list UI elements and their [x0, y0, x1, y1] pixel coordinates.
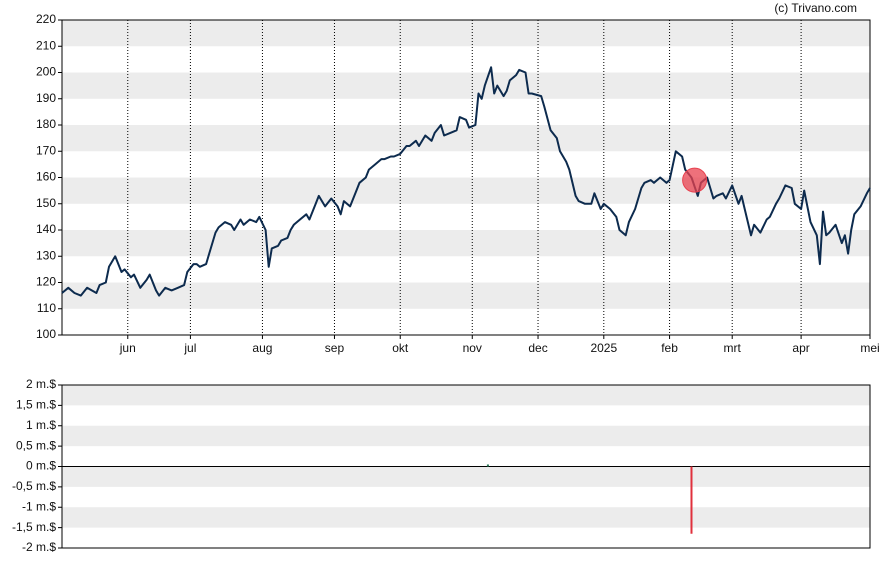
grid-band	[62, 466, 870, 487]
bar	[690, 466, 693, 534]
y-tick-label: 1 m.$	[26, 418, 56, 432]
x-tick-label: feb	[661, 341, 678, 355]
grid-band	[62, 385, 870, 406]
y-tick-label: 150	[36, 196, 56, 210]
y-tick-label: 1,5 m.$	[16, 398, 56, 412]
x-tick-label: dec	[528, 341, 547, 355]
y-tick-label: 130	[36, 248, 56, 262]
y-tick-label: 200	[36, 65, 56, 79]
x-tick-label: mrt	[724, 341, 742, 355]
highlight-marker	[682, 167, 708, 193]
grid-band	[62, 125, 870, 152]
y-tick-label: -0,5 m.$	[12, 479, 56, 493]
y-tick-label: 210	[36, 38, 56, 52]
x-tick-label: apr	[792, 341, 809, 355]
grid-band	[62, 507, 870, 528]
y-tick-label: -1,5 m.$	[12, 520, 56, 534]
x-tick-label: sep	[325, 341, 345, 355]
x-tick-label: 2025	[590, 341, 617, 355]
y-tick-label: 2 m.$	[26, 377, 56, 391]
y-tick-label: 190	[36, 91, 56, 105]
plot-frame	[61, 19, 871, 336]
y-tick-label: 100	[36, 327, 56, 341]
y-tick-label: 120	[36, 275, 56, 289]
grid-band	[62, 72, 870, 99]
grid-band	[62, 282, 870, 309]
grid-band	[62, 230, 870, 257]
y-tick-label: 180	[36, 117, 56, 131]
grid-band	[62, 177, 870, 204]
y-tick-label: -1 m.$	[22, 499, 56, 513]
y-tick-label: 160	[36, 170, 56, 184]
x-tick-label: mei	[860, 341, 879, 355]
x-tick-label: okt	[392, 341, 409, 355]
y-tick-label: 0,5 m.$	[16, 438, 56, 452]
x-tick-label: jun	[119, 341, 136, 355]
source: (c) Trivano.com	[774, 1, 857, 15]
price-line	[61, 66, 871, 297]
bar	[486, 464, 489, 467]
x-tick-label: aug	[252, 341, 272, 355]
y-tick-label: 140	[36, 222, 56, 236]
grid-band	[62, 20, 870, 47]
grid-band	[62, 425, 870, 447]
y-tick-label: 0 m.$	[26, 459, 56, 473]
x-tick-label: jul	[183, 341, 196, 355]
y-tick-label: 170	[36, 143, 56, 157]
y-tick-label: 220	[36, 12, 56, 26]
y-tick-label: -2 m.$	[22, 540, 56, 554]
x-tick-label: nov	[463, 341, 482, 355]
y-tick-label: 110	[37, 301, 56, 315]
